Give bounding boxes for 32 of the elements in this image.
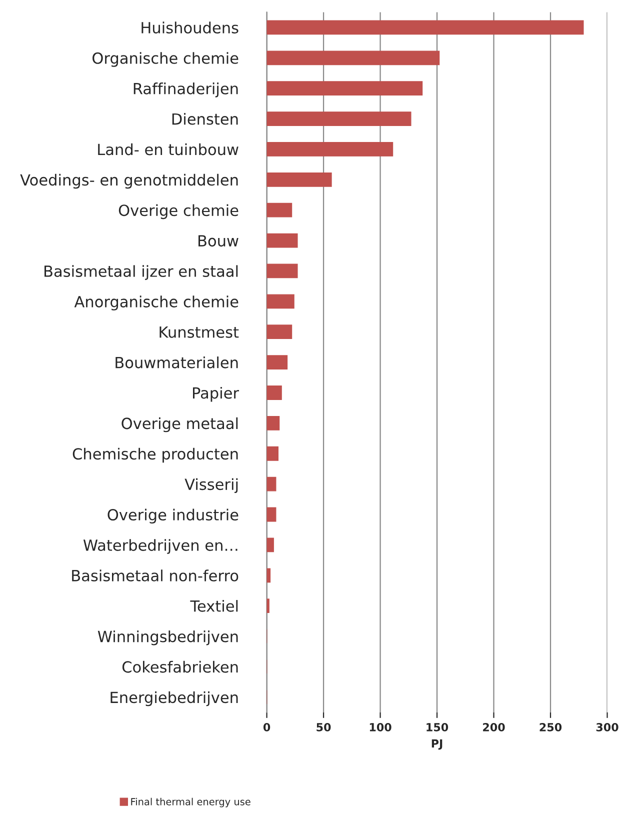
x-tick-label: 50: [316, 722, 331, 732]
y-tick-label: Overige chemie: [118, 204, 238, 220]
y-tick-label: Energiebedrijven: [110, 691, 238, 706]
x-tick-label: 150: [426, 722, 448, 732]
y-tick-label: Cokesfabrieken: [122, 660, 238, 673]
y-tick-label: Bouw: [198, 235, 238, 247]
y-tick-label: Kunstmest: [160, 326, 239, 338]
y-tick-label: Land- en tuinbouw: [98, 143, 238, 156]
x-tick-label: 100: [370, 722, 392, 732]
x-tick-label: 0: [263, 722, 270, 732]
x-tick-label: 200: [483, 722, 505, 732]
x-tick-label: 300: [596, 722, 618, 732]
y-tick-label: Overige industrie: [108, 508, 238, 524]
y-tick-label: Diensten: [172, 112, 238, 125]
y-tick-label: Raffinaderijen: [134, 82, 238, 98]
y-tick-label: Basismetaal non-ferro: [72, 570, 238, 582]
y-tick-label: Papier: [193, 386, 240, 402]
x-tick-label: 250: [540, 722, 562, 732]
y-tick-label: Overige metaal: [122, 417, 238, 432]
y-tick-label: Visserij: [184, 478, 238, 494]
y-tick-label: Anorganische chemie: [74, 296, 238, 310]
y-tick-label: Voedings- en genotmiddelen: [20, 174, 238, 189]
y-tick-label: Waterbedrijven en…: [83, 539, 238, 554]
legend-label: Final thermal energy use: [131, 798, 250, 808]
y-tick-label: Textiel: [190, 600, 238, 612]
y-tick-label: Chemische producten: [72, 448, 238, 463]
x-axis-title: PJ: [432, 739, 442, 750]
y-tick-label: Bouwmaterialen: [116, 356, 238, 368]
y-tick-label: Basismetaal ijzer en staal: [44, 265, 238, 280]
y-tick-label: Organische chemie: [92, 52, 238, 67]
y-tick-label: Winningsbedrijven: [98, 630, 238, 646]
y-tick-label: Huishoudens: [142, 22, 238, 34]
